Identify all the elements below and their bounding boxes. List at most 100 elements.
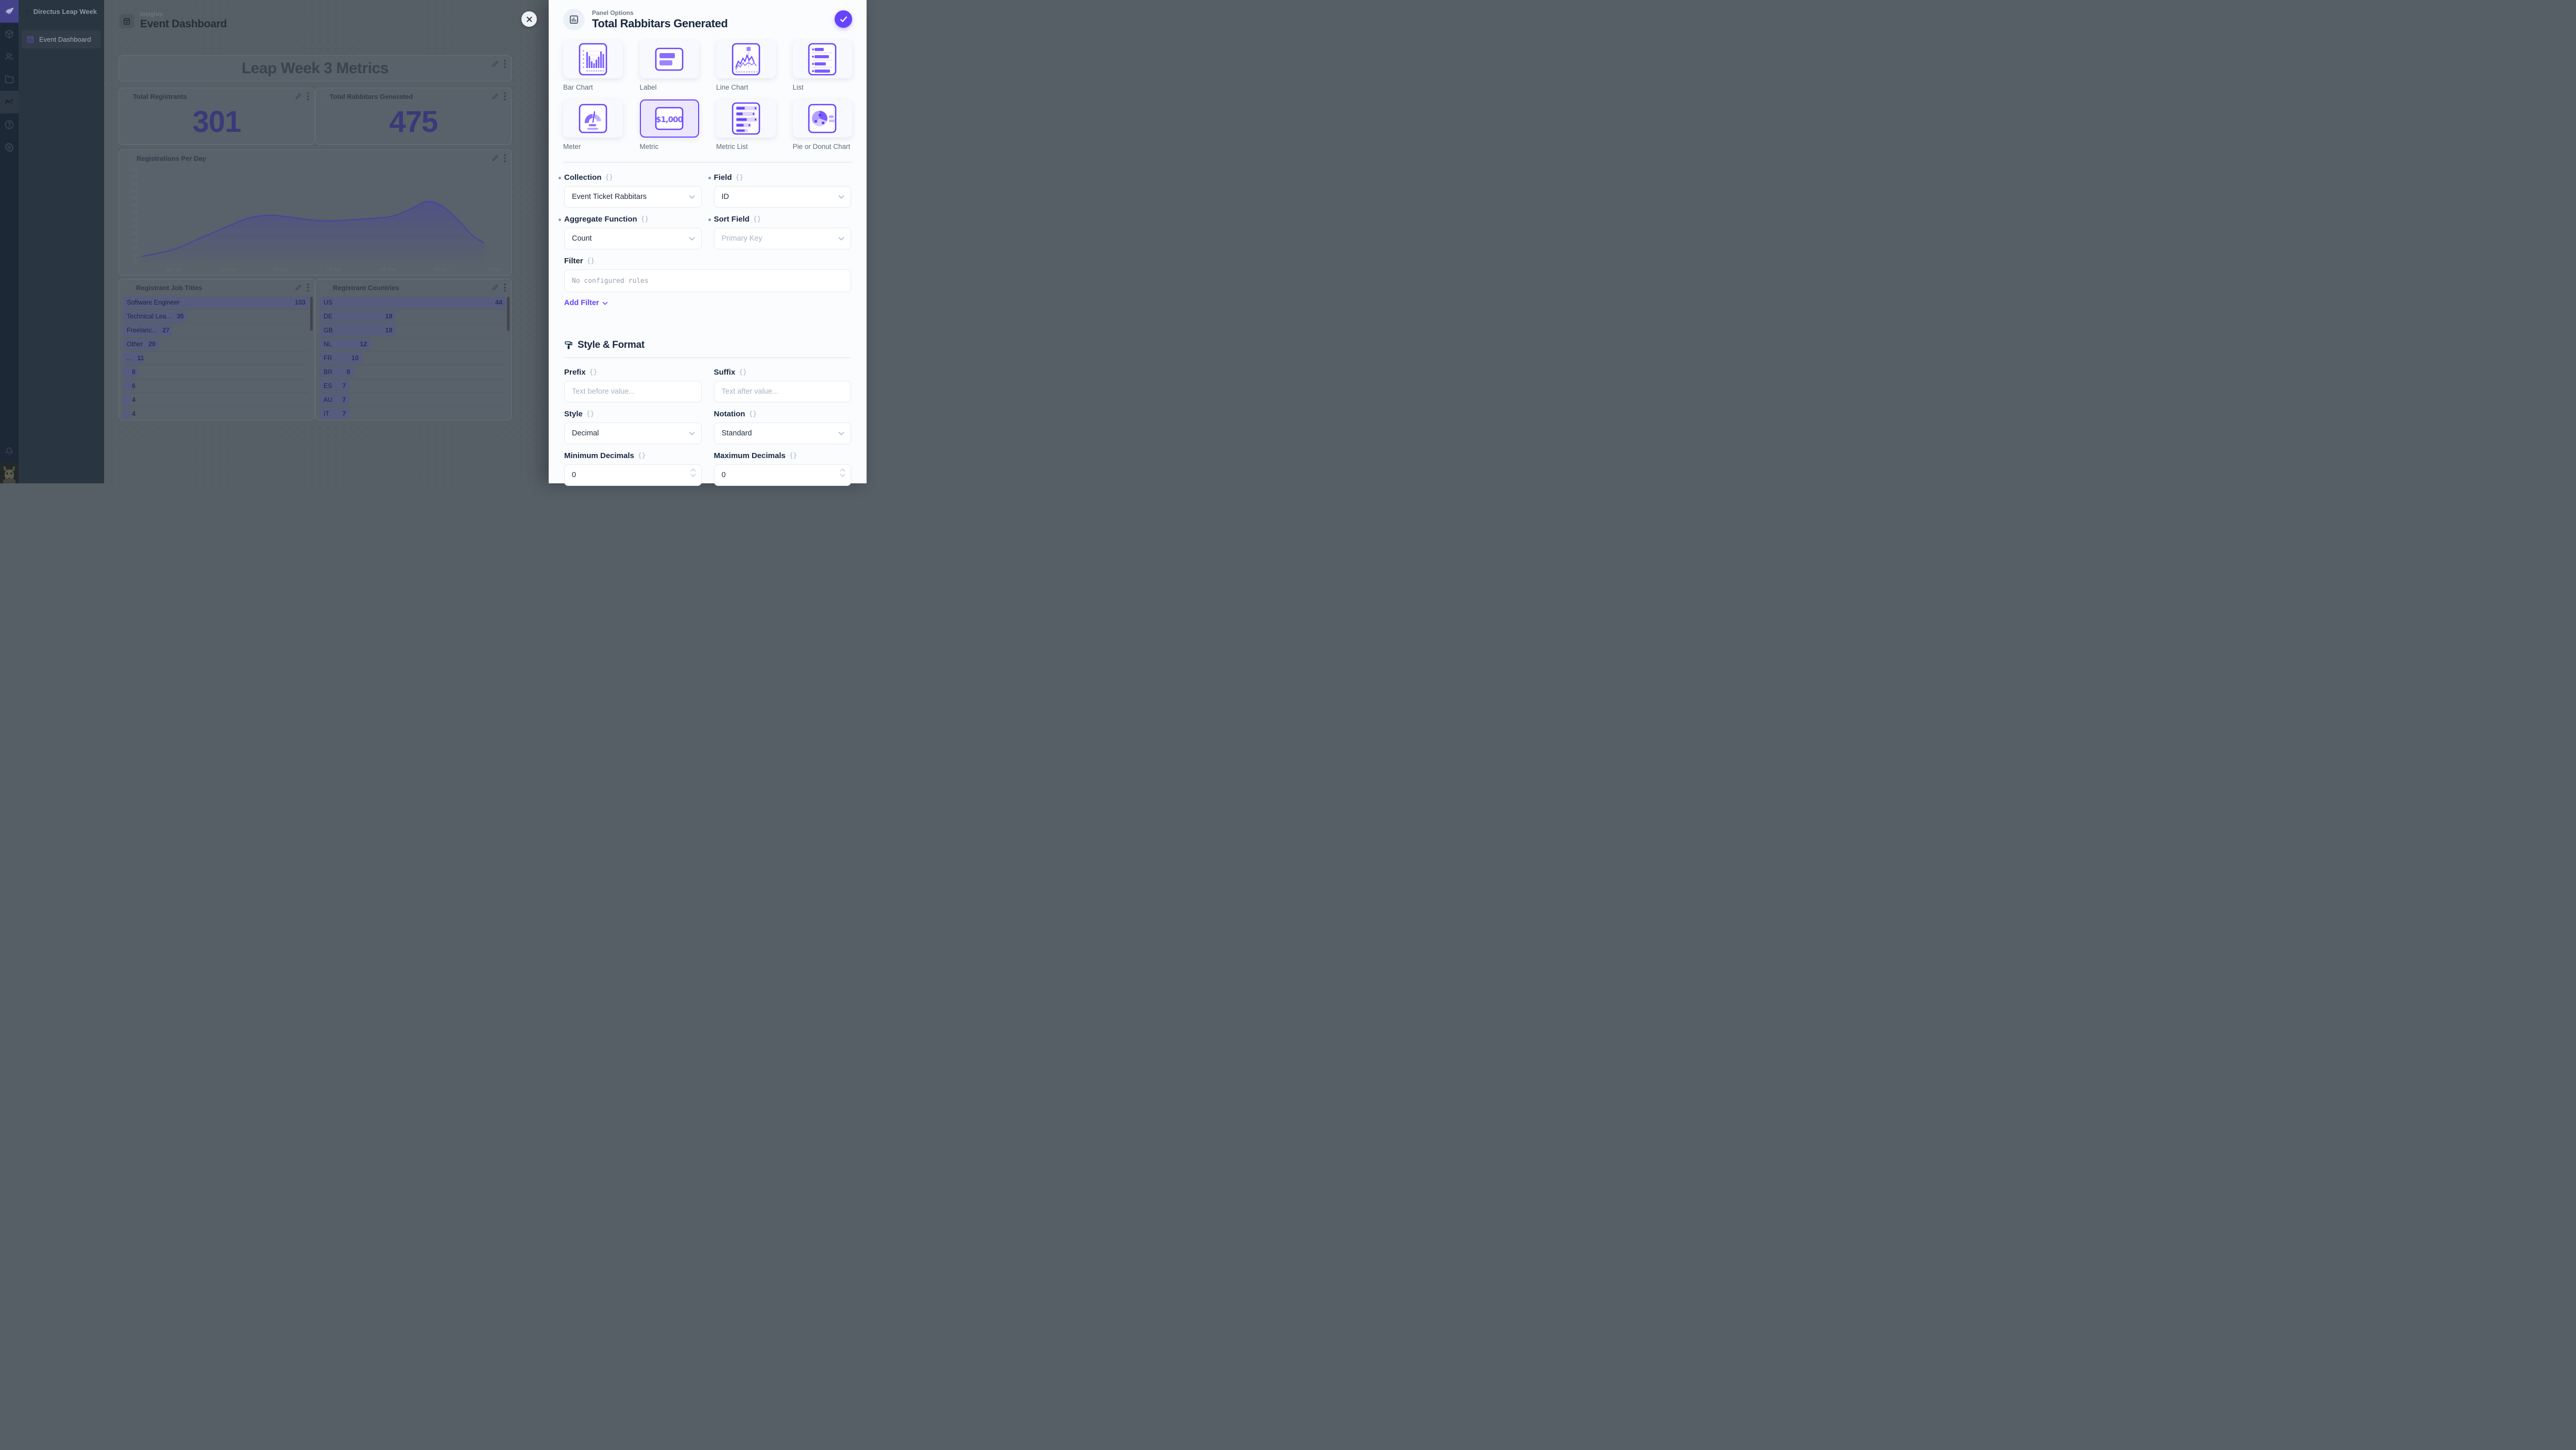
bar-value: 18 [385, 327, 393, 334]
bar-chart-tile-icon [579, 43, 607, 76]
list-bar-row[interactable]: 8 [123, 365, 309, 379]
list-bar-row[interactable]: ES 7 [320, 379, 506, 393]
list-bar-row[interactable]: Other 20 [123, 338, 309, 351]
raw-value-icon[interactable]: {} [586, 410, 595, 418]
svg-text:10: 10 [132, 252, 138, 258]
field-select[interactable]: ID [714, 186, 851, 208]
raw-value-icon[interactable]: {} [753, 215, 761, 223]
notation-select[interactable]: Standard [714, 423, 851, 444]
max-decimals-input[interactable]: 0 [714, 464, 851, 486]
list-bar-row[interactable]: 4 [123, 393, 309, 407]
min-decimals-input[interactable]: 0 [564, 464, 702, 486]
panel-menu-button[interactable] [307, 283, 309, 292]
list-bar-row[interactable]: Technical Lea... 35 [123, 310, 309, 324]
breadcrumb[interactable]: Insights [140, 11, 163, 18]
module-content[interactable] [0, 23, 19, 45]
raw-value-icon[interactable]: {} [605, 174, 614, 181]
type-tile-metric-list[interactable]: Metric List [716, 99, 776, 150]
raw-value-icon[interactable]: {} [749, 410, 757, 418]
module-users[interactable] [0, 45, 19, 68]
list-bar-row[interactable]: FR 10 [320, 351, 506, 365]
list-bar-row[interactable]: NL 12 [320, 338, 506, 351]
list-bar-row[interactable]: DE 18 [320, 310, 506, 324]
scrollbar-thumb[interactable] [507, 297, 510, 331]
type-tile-pie-donut[interactable]: Pie or Donut Chart [792, 99, 852, 150]
panel-menu-button[interactable] [307, 92, 309, 100]
number-stepper[interactable] [840, 468, 845, 477]
panel-registrant-job-titles[interactable]: Registrant Job Titles Software Engineer 1… [118, 279, 315, 420]
prefix-input[interactable]: Text before value... [564, 381, 702, 402]
edit-panel-button[interactable] [295, 284, 302, 291]
type-tile-label: Metric List [716, 143, 748, 150]
panel-menu-button[interactable] [504, 92, 506, 100]
dashboard-icon-tile[interactable] [120, 13, 134, 28]
raw-value-icon[interactable]: {} [640, 215, 649, 223]
notifications-button[interactable] [0, 440, 19, 463]
svg-text:100: 100 [129, 189, 138, 194]
module-settings[interactable] [0, 136, 19, 159]
aggregate-select[interactable]: Count [564, 228, 702, 249]
panel-registrant-countries[interactable]: Registrant Countries US 44 DE 18 GB 18 NL 12 FR 1… [315, 279, 512, 420]
module-help[interactable] [0, 113, 19, 136]
bar-value: 18 [385, 313, 393, 320]
panel-menu-button[interactable] [504, 60, 506, 68]
edit-panel-button[interactable] [492, 155, 499, 162]
module-insights[interactable] [0, 91, 19, 113]
panel-type-icon-circle [563, 9, 585, 30]
panel-total-registrants[interactable]: Σ Total Registrants 301 [118, 88, 315, 145]
list-bar-row[interactable]: BR 8 [320, 365, 506, 379]
raw-value-icon[interactable]: {} [589, 368, 598, 376]
panel-heading[interactable]: Leap Week 3 Metrics [118, 55, 512, 81]
type-tile-line-chart[interactable]: Line Chart [716, 40, 776, 91]
type-tile-label[interactable]: Label [639, 40, 699, 91]
edit-panel-button[interactable] [492, 60, 499, 68]
module-files[interactable] [0, 68, 19, 91]
list-bar-row[interactable]: Freelanc... 27 [123, 324, 309, 338]
raw-value-icon[interactable]: {} [735, 174, 744, 181]
nav-item-event-dashboard[interactable]: Event Dashboard [22, 30, 101, 48]
panel-registrations-per-day[interactable]: Registrations Per Day 0 10 20 30 40 50 60 70 80 9… [118, 149, 512, 276]
drawer-header: Panel Options Total Rabbitars Generated [563, 0, 852, 39]
edit-panel-button[interactable] [492, 284, 499, 291]
edit-panel-button[interactable] [492, 93, 499, 100]
list-bar-row[interactable]: 6 [123, 379, 309, 393]
directus-logo[interactable] [0, 0, 19, 23]
panel-menu-button[interactable] [504, 283, 506, 292]
style-select[interactable]: Decimal [564, 423, 702, 444]
type-tile-list[interactable]: List [792, 40, 852, 91]
scrollbar-thumb[interactable] [310, 297, 313, 331]
type-tile-bar-chart[interactable]: Bar Chart [563, 40, 623, 91]
add-filter-button[interactable]: Add Filter [564, 299, 608, 307]
list-bar-row[interactable]: Software Engineer 103 [123, 296, 309, 310]
type-tile-metric[interactable]: $1,000 Metric [639, 99, 699, 150]
panel-total-rabbitars[interactable]: Σ Total Rabbitars Generated 475 [315, 88, 512, 145]
list-bar-row[interactable]: ... 11 [123, 351, 309, 365]
bar-list-icon [125, 284, 132, 291]
panel-menu-button[interactable] [504, 154, 506, 162]
list-bar-row[interactable]: 4 [123, 407, 309, 420]
raw-value-icon[interactable]: {} [739, 368, 747, 376]
sort-field-select[interactable]: Primary Key [714, 228, 851, 249]
raw-value-icon[interactable]: {} [637, 452, 646, 460]
drawer-close-button[interactable] [521, 11, 537, 27]
list-bar-row[interactable]: GB 18 [320, 324, 506, 338]
raw-value-icon[interactable]: {} [789, 452, 798, 460]
number-stepper[interactable] [690, 468, 696, 477]
list-bar-row[interactable]: US 44 [320, 296, 506, 310]
filter-rules-box[interactable]: No configured rules [564, 269, 851, 292]
list-bar-row[interactable]: IT 7 [320, 407, 506, 420]
chevron-down-icon [688, 431, 695, 435]
save-panel-button[interactable] [835, 10, 852, 28]
panel-head: Registrations Per Day [119, 150, 511, 162]
project-header[interactable]: Directus Leap Week [19, 0, 104, 23]
area-chart: 0 10 20 30 40 50 60 70 80 90 100 110 120 130 Jun '24 02… [119, 162, 511, 275]
list-bar-row[interactable]: AU 7 [320, 393, 506, 407]
type-tile-meter[interactable]: Meter [563, 99, 623, 150]
filter-label: Filter{} [564, 257, 595, 265]
collection-select[interactable]: Event Ticket Rabbitars [564, 186, 702, 208]
svg-text:20: 20 [132, 245, 138, 251]
edit-panel-button[interactable] [295, 93, 302, 100]
user-avatar[interactable] [0, 463, 19, 483]
suffix-input[interactable]: Text after value... [714, 381, 851, 402]
raw-value-icon[interactable]: {} [586, 257, 595, 265]
